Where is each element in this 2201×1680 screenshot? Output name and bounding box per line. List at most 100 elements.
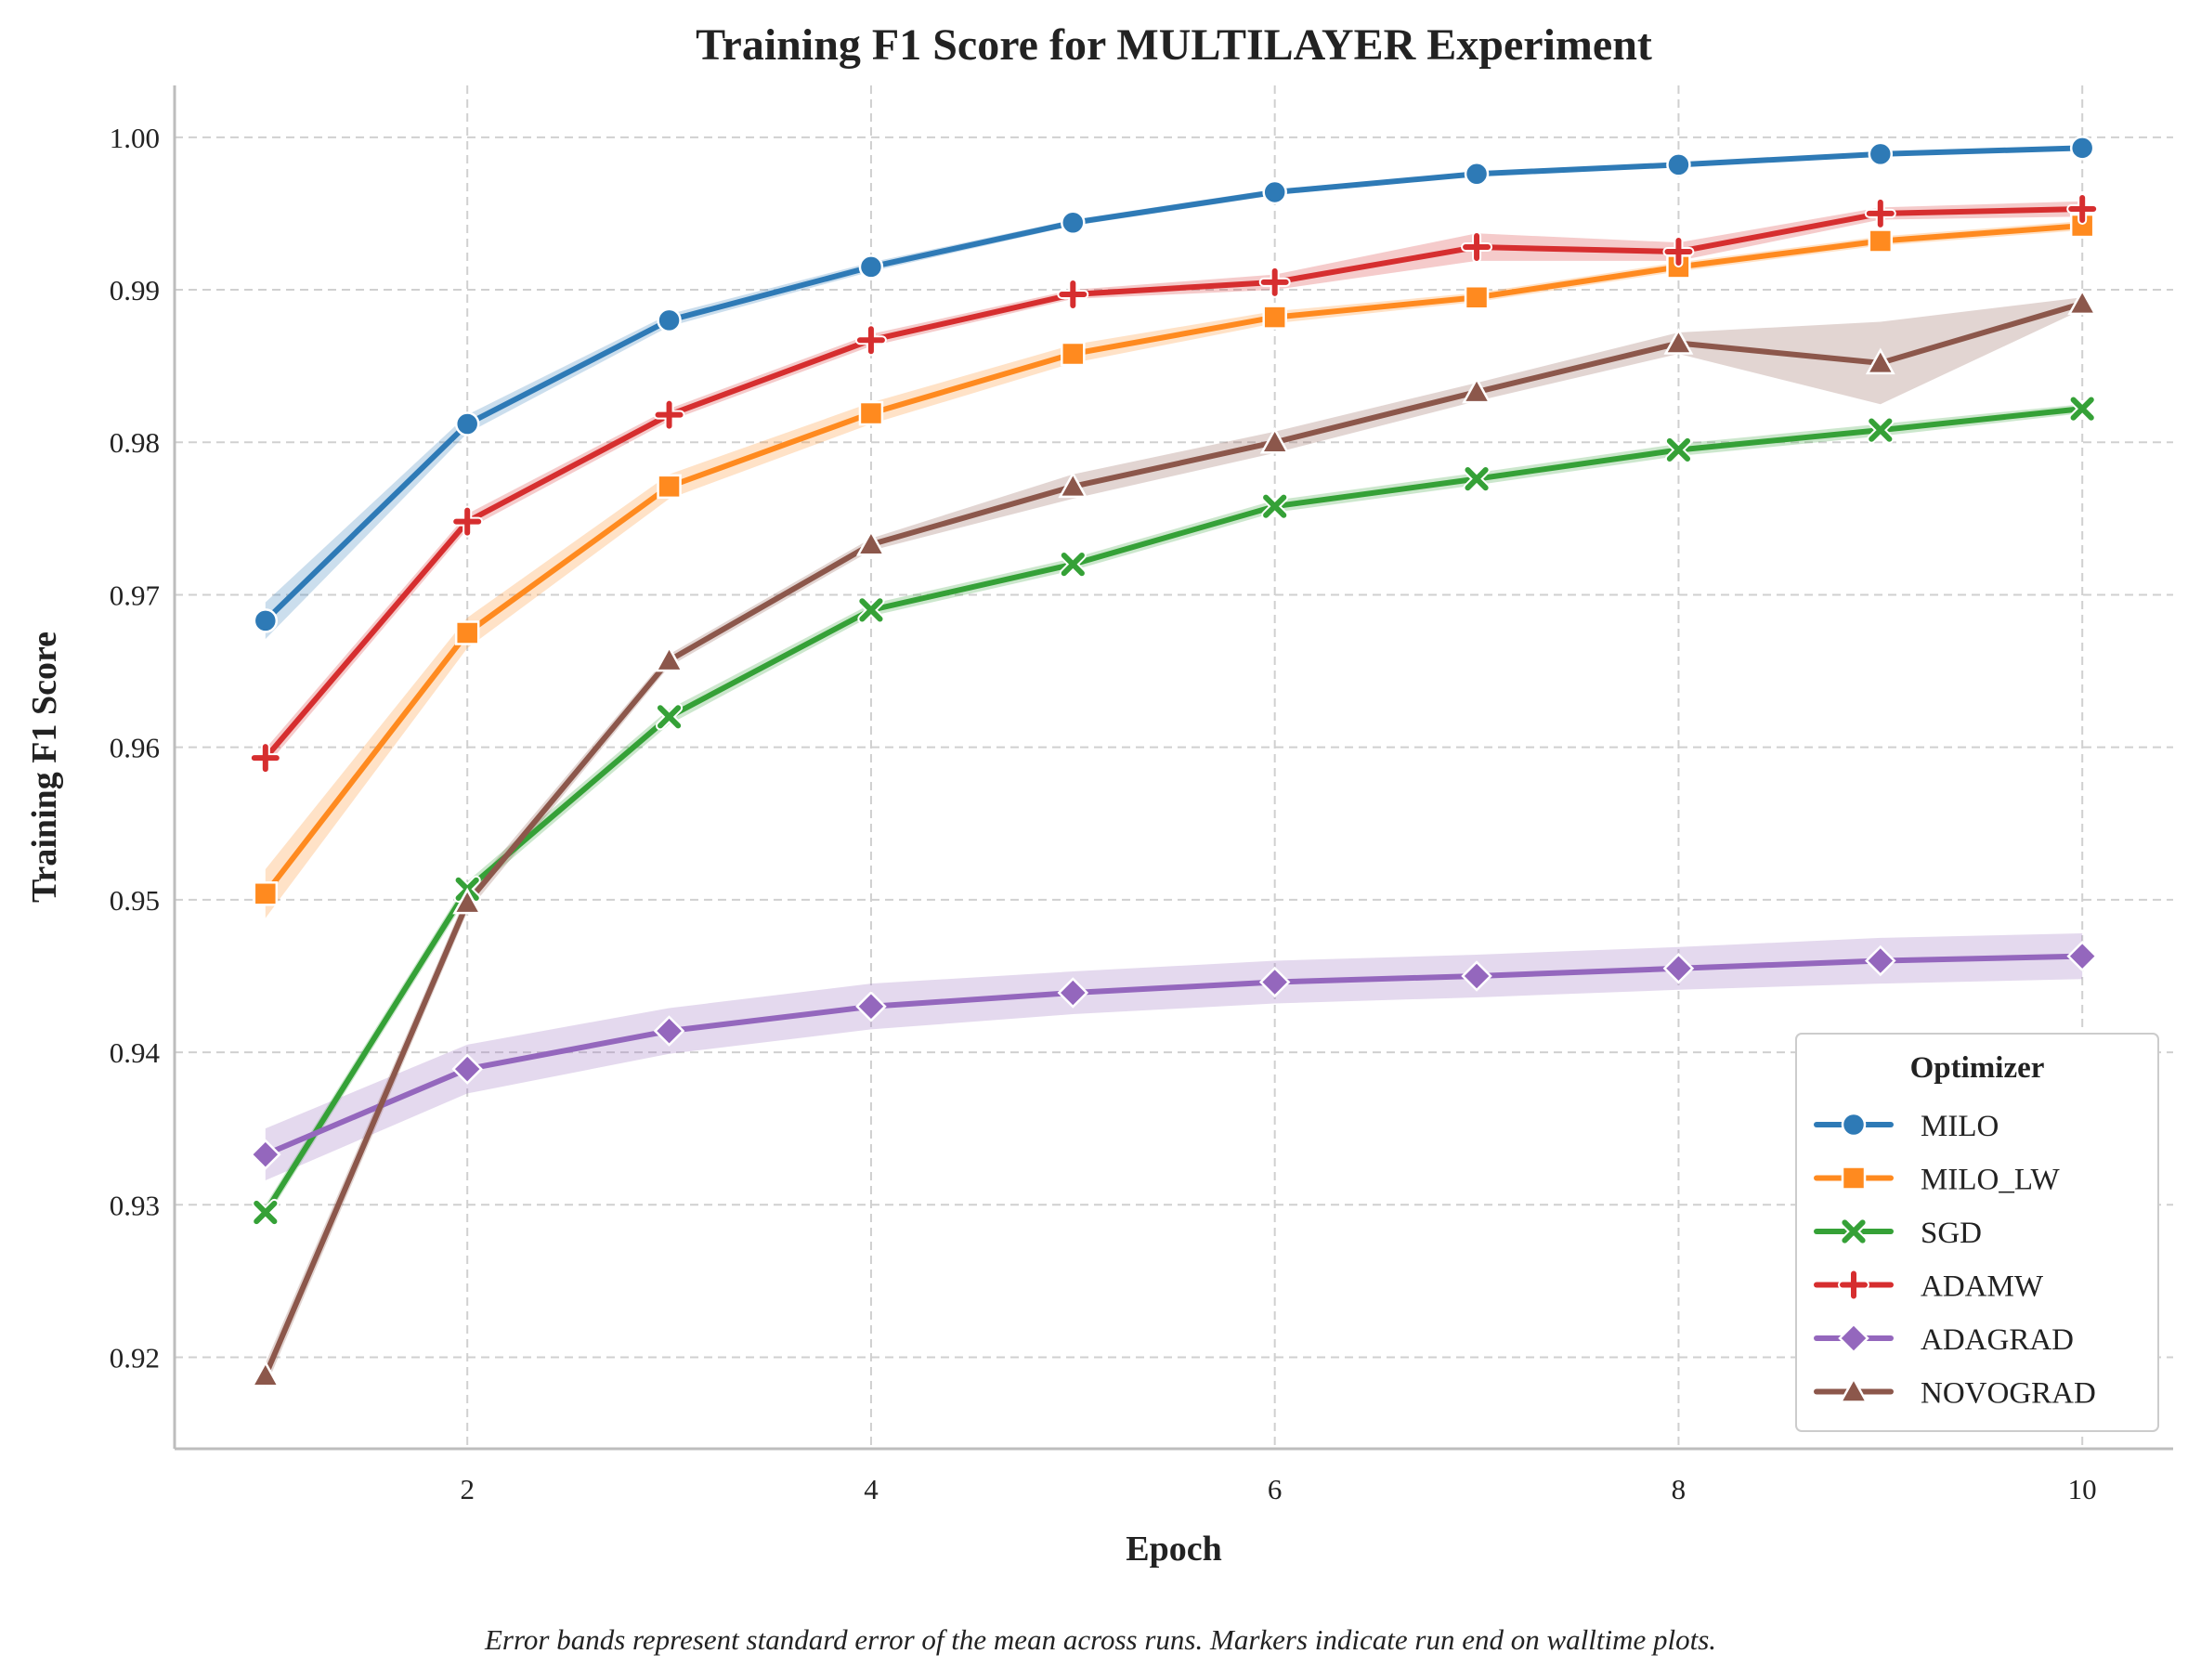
data-point-adagrad xyxy=(855,991,887,1022)
data-point-sgd xyxy=(657,705,682,729)
y-tick-label: 0.95 xyxy=(110,884,160,917)
data-point-milo-lw xyxy=(1262,305,1287,330)
legend-label-sgd: SGD xyxy=(1921,1217,1982,1250)
legend-items: MILO MILO_LW SGD ADAMW ADAGRAD NOVOGRAD xyxy=(1814,1110,2096,1411)
legend-box xyxy=(1795,1033,2159,1432)
data-point-milo-lw xyxy=(858,400,884,426)
data-point-adagrad xyxy=(1461,960,1492,992)
x-tick-label: 8 xyxy=(1672,1473,1687,1505)
y-tick-label: 0.97 xyxy=(110,579,160,611)
data-point-novograd xyxy=(1259,426,1290,454)
data-point-novograd xyxy=(856,528,886,556)
x-tick-label: 4 xyxy=(864,1473,879,1505)
y-tick-label: 0.92 xyxy=(110,1341,160,1374)
x-tick-label: 2 xyxy=(460,1473,475,1505)
x-tick-label: 6 xyxy=(1268,1473,1283,1505)
data-point-adamw xyxy=(1059,280,1087,308)
y-tick-label: 1.00 xyxy=(110,122,160,154)
data-point-milo xyxy=(1061,210,1086,236)
chart-title: Training F1 Score for MULTILAYER Experim… xyxy=(696,20,1652,70)
data-point-milo xyxy=(1262,179,1287,205)
chart-caption: Error bands represent standard error of … xyxy=(484,1623,1716,1656)
legend-label-adagrad: ADAGRAD xyxy=(1921,1323,2074,1357)
data-point-sgd xyxy=(1869,418,1893,442)
data-point-adamw xyxy=(2068,195,2097,224)
y-axis-label: Training F1 Score xyxy=(25,632,64,903)
data-point-adamw xyxy=(1664,237,1693,266)
data-point-sgd xyxy=(1061,553,1085,577)
data-point-milo xyxy=(454,411,480,436)
legend-marker-milo-lw xyxy=(1841,1166,1867,1191)
data-point-novograd xyxy=(250,1360,280,1387)
data-point-novograd xyxy=(654,645,684,672)
data-point-sgd xyxy=(1465,467,1489,491)
data-point-milo-lw xyxy=(1464,284,1490,310)
tick-label-layer: 0.92 0.93 0.94 0.95 0.96 0.97 0.98 0.99 1.00 2 4 6 8… xyxy=(110,122,2097,1505)
data-point-sgd xyxy=(1263,494,1287,518)
series-line-sgd xyxy=(262,406,2086,1216)
data-point-adagrad xyxy=(451,1053,483,1085)
data-point-sgd xyxy=(1666,437,1691,462)
series-line-adamw xyxy=(262,206,2086,762)
y-tick-label: 0.98 xyxy=(110,426,160,459)
legend-marker-adagrad xyxy=(1838,1322,1869,1354)
data-point-adamw xyxy=(453,507,482,536)
axis-layer xyxy=(173,85,2173,1451)
data-point-milo-lw xyxy=(1061,341,1086,367)
data-point-adagrad xyxy=(1662,952,1695,984)
data-point-milo xyxy=(657,307,682,333)
data-point-sgd xyxy=(2070,397,2094,421)
y-tick-label: 0.96 xyxy=(110,732,160,764)
data-point-milo-lw xyxy=(454,620,480,645)
legend-title: Optimizer xyxy=(1910,1051,2045,1085)
data-point-sgd xyxy=(859,598,883,622)
data-point-milo xyxy=(1666,152,1691,177)
data-point-adagrad xyxy=(250,1139,281,1170)
data-point-milo xyxy=(253,608,279,633)
y-tick-label: 0.94 xyxy=(110,1036,161,1069)
data-point-adagrad xyxy=(2066,940,2098,972)
data-point-novograd xyxy=(2067,288,2098,316)
legend-label-milo-lw: MILO_LW xyxy=(1921,1164,2061,1197)
data-point-adamw xyxy=(655,400,684,429)
data-point-adamw xyxy=(1260,267,1289,296)
legend-label-milo: MILO xyxy=(1921,1110,1999,1143)
data-point-sgd xyxy=(254,1200,278,1225)
data-point-adagrad xyxy=(1258,966,1291,998)
y-tick-label: 0.93 xyxy=(110,1189,160,1221)
data-point-novograd xyxy=(1663,328,1694,355)
data-point-milo-lw xyxy=(1868,228,1894,254)
data-point-novograd xyxy=(452,887,483,915)
y-tick-label: 0.99 xyxy=(110,274,160,306)
data-point-milo xyxy=(1868,141,1894,167)
data-point-adamw xyxy=(251,744,280,773)
series-line-novograd xyxy=(262,300,2086,1379)
data-point-adamw xyxy=(1866,199,1895,228)
series-line-milo xyxy=(262,145,2086,624)
data-point-adamw xyxy=(1463,233,1491,262)
legend-marker-sgd xyxy=(1842,1219,1866,1244)
data-point-milo-lw xyxy=(657,474,682,500)
legend-marker-novograd xyxy=(1839,1376,1869,1403)
legend-label-adamw: ADAMW xyxy=(1921,1270,2044,1304)
marker-layer xyxy=(249,136,2099,1387)
data-point-novograd xyxy=(1058,471,1088,499)
legend-label-novograd: NOVOGRAD xyxy=(1921,1377,2096,1411)
data-point-novograd xyxy=(1462,376,1491,404)
x-tick-label: 10 xyxy=(2068,1473,2097,1505)
data-point-adagrad xyxy=(1057,977,1089,1009)
legend-marker-adamw xyxy=(1840,1270,1868,1299)
series-line-adagrad xyxy=(262,953,2086,1158)
data-point-milo xyxy=(1464,161,1490,187)
legend: Optimizer MILO MILO_LW SGD ADAMW ADAGRAD NOVO… xyxy=(1795,1033,2159,1432)
data-point-adamw xyxy=(856,326,885,355)
data-point-milo-lw xyxy=(253,881,279,906)
series-line-milo-lw xyxy=(262,223,2086,897)
legend-marker-milo xyxy=(1841,1112,1867,1138)
data-point-adagrad xyxy=(1865,944,1896,977)
series-line-layer xyxy=(262,145,2086,1379)
data-point-adagrad xyxy=(653,1015,685,1047)
data-point-milo xyxy=(858,254,884,280)
